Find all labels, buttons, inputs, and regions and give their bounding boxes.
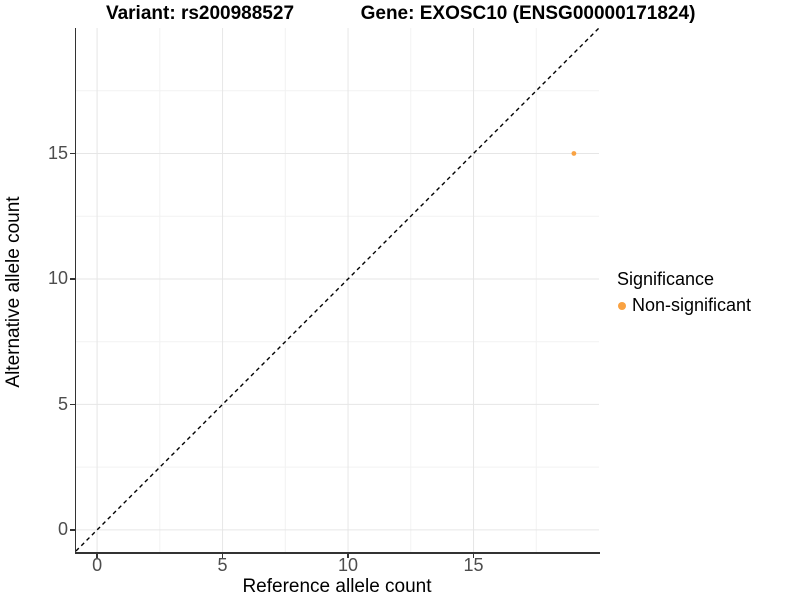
x-tick-label: 15 <box>463 555 484 575</box>
y-tick-label: 10 <box>47 268 68 289</box>
y-tick-mark <box>70 529 75 531</box>
y-tick-mark <box>70 403 75 406</box>
x-axis-title: Reference allele count <box>242 576 432 597</box>
identity-dashed-line <box>76 28 599 552</box>
gene-title: Gene: EXOSC10 (ENSG00000171824) <box>360 3 696 24</box>
legend-title: Significance <box>617 269 715 289</box>
chart-canvas <box>76 28 599 552</box>
legend-item-label: Non-significant <box>632 295 752 315</box>
x-tick-mark <box>96 553 98 558</box>
legend-item-non-significant: Non-significant <box>616 295 751 316</box>
y-axis-line <box>74 28 76 554</box>
plot-panel <box>76 28 599 552</box>
variant-title: Variant: rs200988527 <box>105 3 295 24</box>
y-tick-mark <box>70 278 75 280</box>
y-axis-title: Alternative allele count <box>3 196 24 388</box>
y-tick-label: 15 <box>47 142 68 163</box>
x-tick-label: 0 <box>92 555 103 575</box>
non-significant-point-icon <box>618 301 626 310</box>
legend: Significance Non-significant <box>616 269 751 316</box>
x-tick-label: 5 <box>217 555 228 575</box>
y-tick-label: 5 <box>57 393 68 414</box>
y-tick-mark <box>70 152 75 155</box>
x-tick-mark <box>347 553 349 558</box>
data-point <box>571 151 577 156</box>
y-tick-label: 0 <box>57 519 68 540</box>
x-tick-mark <box>221 553 224 558</box>
x-tick-label: 10 <box>338 555 359 575</box>
x-axis-line <box>74 552 600 554</box>
x-tick-mark <box>472 553 475 558</box>
